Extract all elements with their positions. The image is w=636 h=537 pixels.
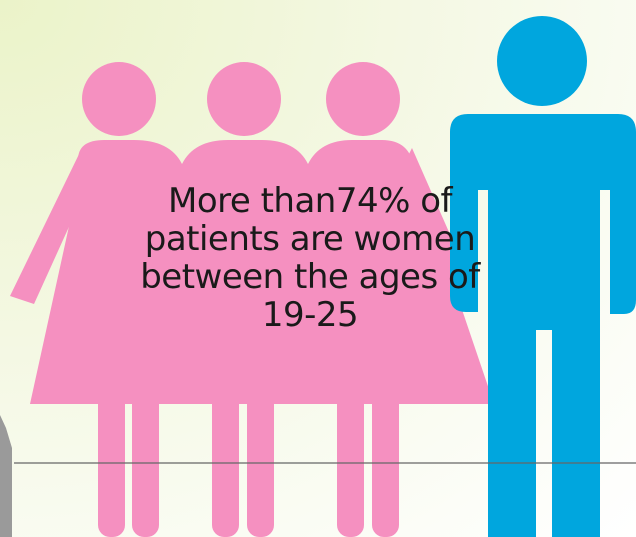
woman-leg — [372, 392, 399, 537]
woman-leg — [98, 392, 125, 537]
caption-line-2: patients are women — [60, 220, 560, 258]
gray-panel-shape — [0, 415, 12, 537]
woman-leg — [247, 392, 274, 537]
caption-line-3: between the ages of — [60, 258, 560, 296]
woman-figure-icon — [207, 62, 281, 136]
caption-line-1: More than74% of — [60, 182, 560, 220]
caption: More than74% of patients are women betwe… — [60, 182, 560, 334]
woman-leg — [337, 392, 364, 537]
woman-leg — [212, 392, 239, 537]
woman-figure-icon — [82, 62, 156, 136]
caption-line-4: 19-25 — [60, 296, 560, 334]
woman-leg — [132, 392, 159, 537]
woman-figure-icon — [326, 62, 400, 136]
